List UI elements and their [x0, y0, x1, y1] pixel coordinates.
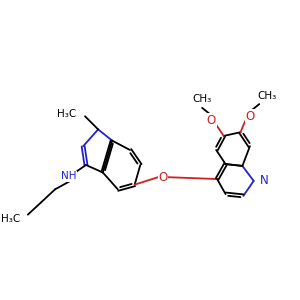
Text: H₃C: H₃C — [57, 110, 76, 119]
Text: CH₃: CH₃ — [193, 94, 212, 104]
Text: O: O — [207, 113, 216, 127]
Text: O: O — [245, 110, 254, 123]
Text: O: O — [158, 171, 167, 184]
Text: H₃C: H₃C — [1, 214, 20, 224]
Text: CH₃: CH₃ — [257, 91, 276, 101]
Text: NH: NH — [61, 171, 77, 181]
Text: N: N — [260, 174, 269, 188]
